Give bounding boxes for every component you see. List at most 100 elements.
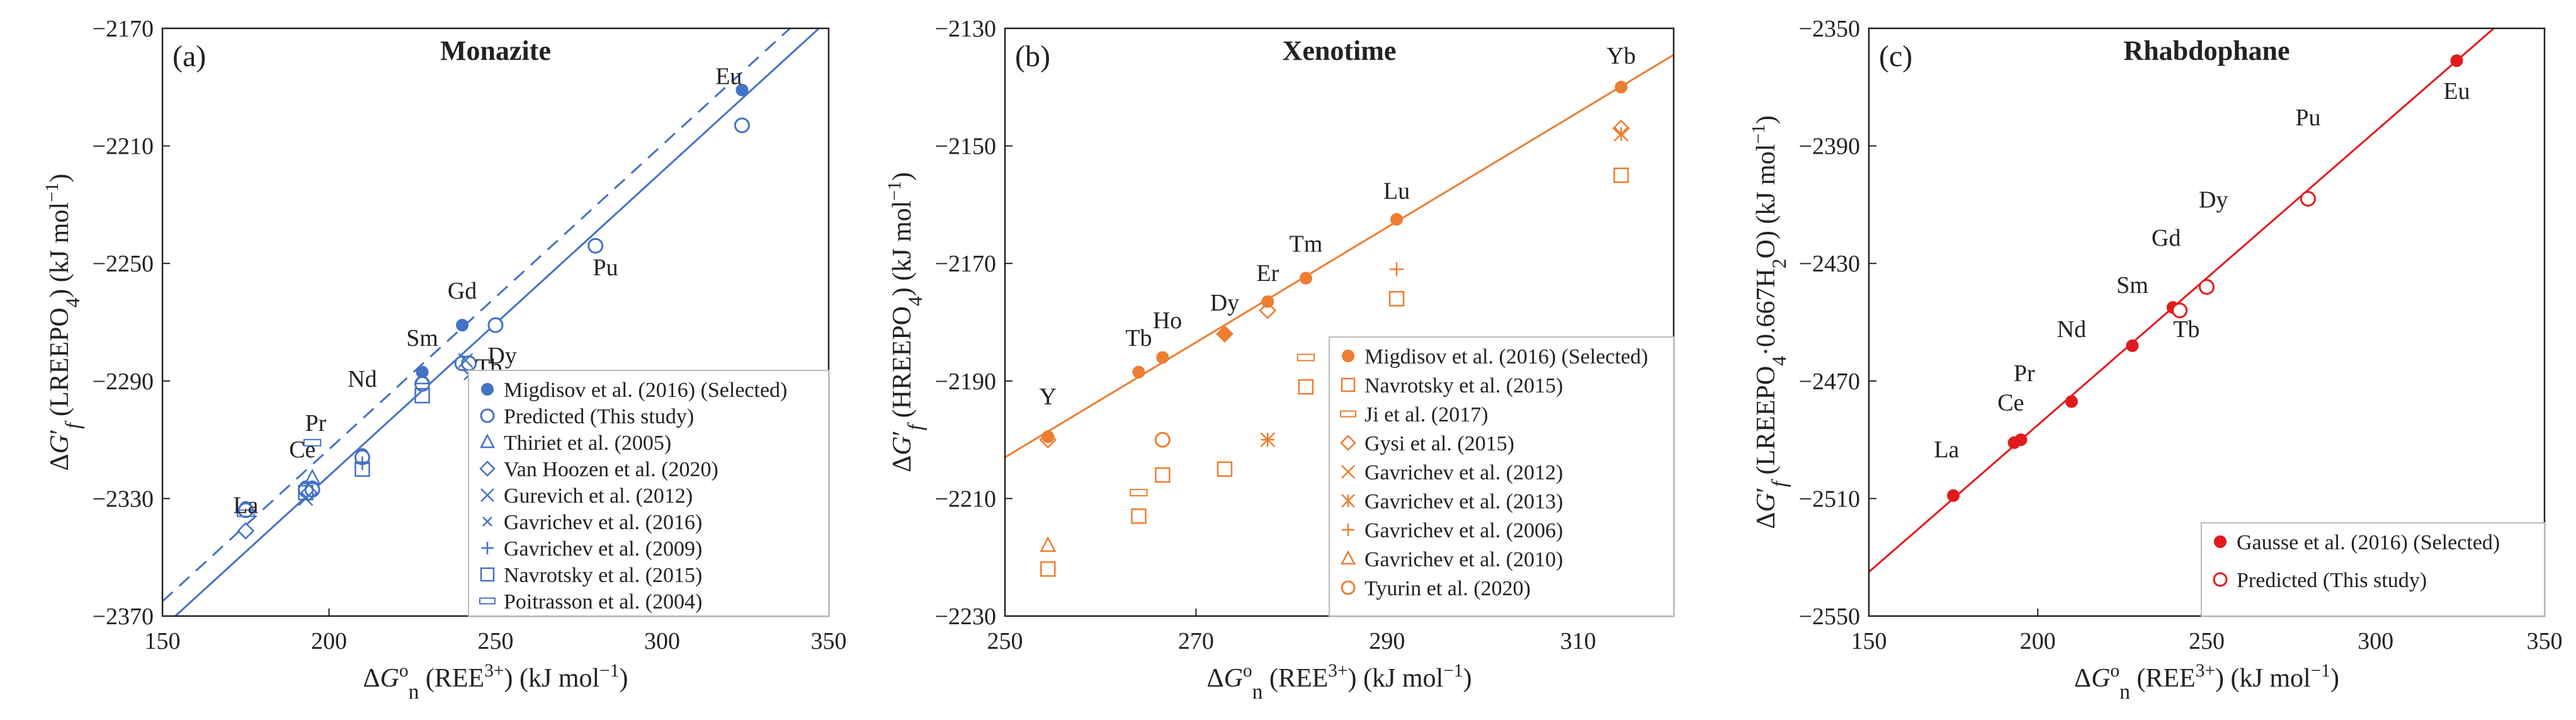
data-point bbox=[2172, 302, 2188, 319]
data-point bbox=[1614, 81, 1628, 94]
y-tick-label: −2350 bbox=[1799, 16, 1860, 42]
x-tick-label: 250 bbox=[2189, 628, 2225, 654]
y-tick-label: −2370 bbox=[93, 603, 154, 630]
data-point bbox=[1130, 489, 1148, 497]
data-point bbox=[1132, 365, 1145, 379]
fit-line-solid bbox=[1005, 54, 1674, 459]
x-axis-label: ΔGon (REE3+) (kJ mol−1) bbox=[363, 661, 628, 704]
element-label: Nd bbox=[2057, 316, 2086, 343]
data-point bbox=[456, 319, 469, 332]
data-point bbox=[1217, 461, 1233, 477]
data-point bbox=[414, 369, 431, 385]
element-label: Ce bbox=[289, 437, 315, 463]
y-tick-label: −2510 bbox=[1799, 486, 1860, 512]
legend-entry: Migdisov et al. (2016) (Selected) bbox=[504, 379, 787, 402]
legend-marker bbox=[1340, 550, 1356, 565]
data-point bbox=[1390, 262, 1404, 277]
data-point bbox=[1390, 213, 1404, 226]
data-point bbox=[2300, 191, 2316, 207]
legend-marker bbox=[481, 542, 494, 554]
data-point bbox=[1613, 127, 1629, 142]
legend-marker bbox=[479, 433, 496, 449]
data-point bbox=[2450, 54, 2463, 67]
x-tick-label: 290 bbox=[1369, 628, 1405, 654]
y-tick-label: −2210 bbox=[935, 486, 996, 512]
legend-entry: Ji et al. (2017) bbox=[1365, 403, 1488, 426]
data-point bbox=[2065, 395, 2078, 408]
data-point bbox=[735, 83, 749, 96]
element-label: Gd bbox=[448, 278, 477, 304]
element-label: Eu bbox=[715, 64, 742, 90]
data-point bbox=[355, 456, 370, 471]
y-tick-label: −2150 bbox=[935, 134, 996, 160]
element-label: Yb bbox=[1606, 43, 1635, 69]
y-tick-label: −2550 bbox=[1799, 603, 1860, 630]
y-axis-label: ΔG′f (LREEPO4·0.667H2O) (kJ mol−1) bbox=[1749, 115, 1791, 529]
legend-marker bbox=[1341, 465, 1355, 479]
data-point bbox=[734, 117, 750, 134]
x-tick-label: 350 bbox=[811, 628, 847, 654]
legend-marker bbox=[1341, 580, 1356, 595]
panel-title: Monazite bbox=[440, 35, 551, 66]
x-axis-label: ΔGon (REE3+) (kJ mol−1) bbox=[2074, 661, 2339, 704]
x-tick-label: 200 bbox=[311, 628, 347, 654]
panel-title: Rhabdophane bbox=[2123, 35, 2289, 66]
x-tick-label: 150 bbox=[1851, 628, 1887, 654]
data-point bbox=[458, 353, 474, 369]
legend-marker bbox=[480, 567, 495, 582]
fit-line-solid bbox=[1869, 28, 2495, 573]
x-tick-label: 350 bbox=[2527, 628, 2563, 654]
legend-entry: Predicted (This study) bbox=[2237, 569, 2427, 592]
y-axis-label: ΔG′f (HREEPO4) (kJ mol−1) bbox=[885, 172, 928, 472]
legend-entry: Gavrichev et al. (2006) bbox=[1365, 519, 1563, 542]
y-tick-label: −2390 bbox=[1799, 134, 1860, 160]
legend-entry: Migdisov et al. (2016) (Selected) bbox=[1365, 345, 1648, 369]
x-tick-label: 300 bbox=[644, 628, 680, 654]
data-point bbox=[298, 484, 314, 501]
data-point bbox=[1039, 431, 1057, 449]
panel-label: (b) bbox=[1015, 40, 1050, 73]
legend-entry: Gausse et al. (2016) (Selected) bbox=[2237, 531, 2500, 554]
data-point bbox=[1388, 290, 1405, 307]
element-label: Gd bbox=[2152, 225, 2181, 251]
element-label: Dy bbox=[487, 343, 516, 369]
data-point bbox=[1259, 301, 1277, 319]
legend-entry: Gavrichev et al. (2010) bbox=[1365, 548, 1563, 571]
data-point bbox=[1218, 328, 1231, 341]
element-label: Tb bbox=[2173, 316, 2199, 343]
legend-entry: Navrotsky et al. (2015) bbox=[504, 564, 702, 587]
x-tick-label: 150 bbox=[145, 628, 181, 654]
data-point bbox=[298, 491, 314, 506]
data-point bbox=[1156, 351, 1169, 364]
data-point bbox=[304, 468, 321, 484]
legend-entry: Predicted (This study) bbox=[504, 405, 694, 428]
data-point bbox=[355, 461, 370, 477]
legend-marker bbox=[1340, 435, 1356, 451]
y-tick-label: −2250 bbox=[93, 251, 154, 277]
data-point bbox=[1299, 271, 1312, 285]
legend-marker bbox=[2213, 572, 2228, 587]
element-label: Tb bbox=[1125, 325, 1152, 351]
panel-xenotime: 250 270 290 310 −2230 −2210 −2190 −2170 −2150 −21… bbox=[885, 16, 1675, 704]
data-point bbox=[1261, 433, 1275, 447]
data-point bbox=[1131, 508, 1147, 524]
element-label: Tm bbox=[1290, 231, 1323, 258]
data-point bbox=[1155, 467, 1171, 483]
data-point bbox=[1216, 325, 1234, 343]
data-point bbox=[1297, 353, 1315, 362]
legend-box bbox=[468, 370, 829, 617]
element-label: Dy bbox=[2199, 187, 2228, 214]
legend-entry: Gysi et al. (2015) bbox=[1365, 432, 1514, 455]
legend-marker bbox=[2214, 535, 2227, 548]
element-label: La bbox=[1934, 437, 1959, 463]
y-tick-label: −2210 bbox=[93, 134, 154, 160]
x-tick-label: 300 bbox=[2358, 628, 2393, 654]
x-tick-label: 310 bbox=[1560, 628, 1596, 654]
element-label: Er bbox=[1256, 260, 1279, 287]
element-label: Eu bbox=[2443, 78, 2470, 105]
fit-line-dashed bbox=[162, 28, 792, 602]
element-label: La bbox=[233, 493, 258, 519]
legend-marker bbox=[479, 597, 496, 605]
panel-label: (c) bbox=[1879, 40, 1912, 73]
